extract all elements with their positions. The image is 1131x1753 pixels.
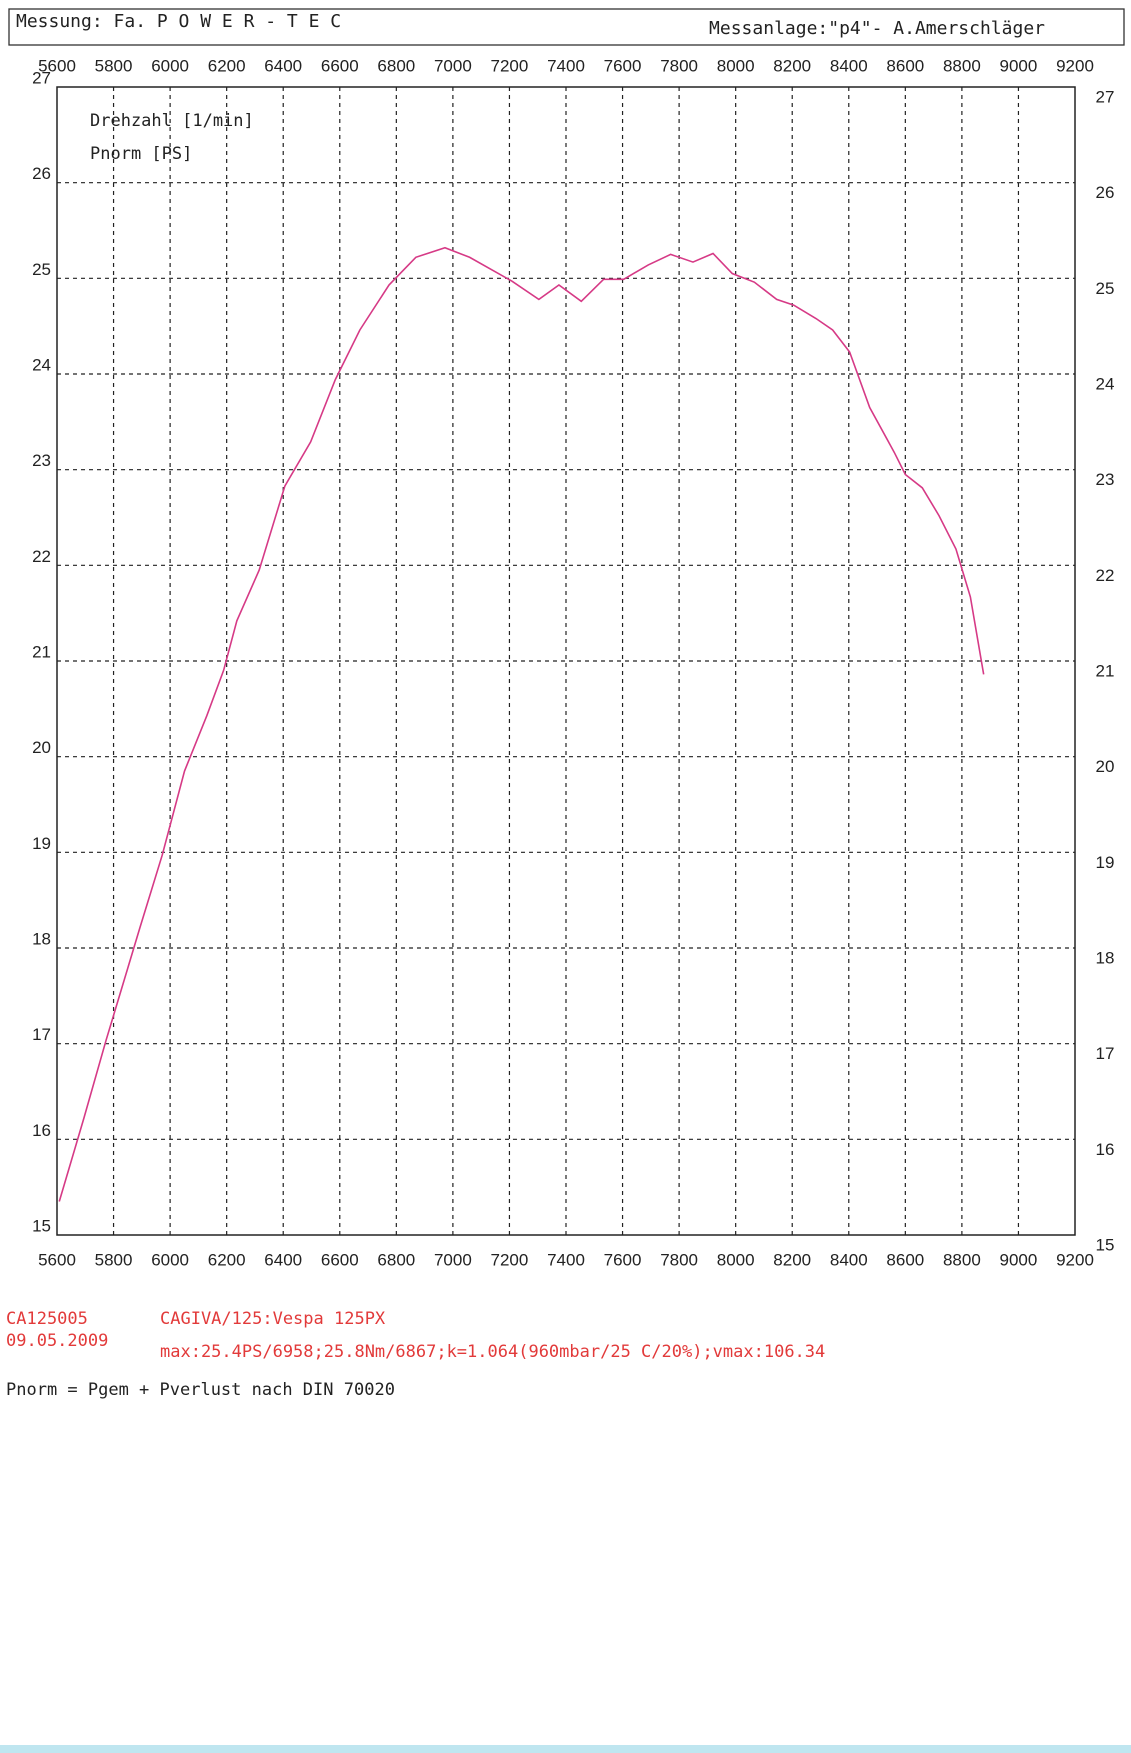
y2-tick-label: 20 xyxy=(1096,757,1115,776)
x-tick-label-top: 6600 xyxy=(321,56,359,75)
x-tick-label-top: 5600 xyxy=(38,56,76,75)
x-tick-label: 7800 xyxy=(660,1250,698,1269)
y-tick-label: 24 xyxy=(32,355,51,374)
x-tick-label: 5600 xyxy=(38,1250,76,1269)
x-tick-label-top: 6400 xyxy=(264,56,302,75)
x-tick-label-top: 8000 xyxy=(717,56,755,75)
y2-tick-label: 21 xyxy=(1096,661,1115,680)
x-tick-label: 6200 xyxy=(208,1250,246,1269)
y-tick-label: 17 xyxy=(32,1025,51,1044)
x-tick-label-top: 7800 xyxy=(660,56,698,75)
power-line xyxy=(58,246,985,1202)
x-tick-label: 6400 xyxy=(264,1250,302,1269)
x-tick-label: 8800 xyxy=(943,1250,981,1269)
footer-date: 09.05.2009 xyxy=(6,1331,108,1351)
x-tick-label: 7400 xyxy=(547,1250,585,1269)
footer-max: max:25.4PS/6958;25.8Nm/6867;k=1.064(960m… xyxy=(160,1342,825,1362)
x-tick-label: 5800 xyxy=(95,1250,133,1269)
x-tick-label-top: 7200 xyxy=(491,56,529,75)
x-tick-label-top: 5800 xyxy=(95,56,133,75)
footer-vehicle: CAGIVA/125:Vespa 125PX xyxy=(160,1309,386,1329)
x-tick-label-top: 6800 xyxy=(377,56,415,75)
x-tick-label-top: 7400 xyxy=(547,56,585,75)
x-tick-label: 7200 xyxy=(491,1250,529,1269)
y2-tick-label: 17 xyxy=(1096,1044,1115,1063)
y-tick-label: 23 xyxy=(32,451,51,470)
y2-tick-label: 18 xyxy=(1096,948,1115,967)
x-tick-label: 7600 xyxy=(604,1250,642,1269)
x-tick-label-top: 6200 xyxy=(208,56,246,75)
x-tick-label: 7000 xyxy=(434,1250,472,1269)
x-tick-label-top: 7600 xyxy=(604,56,642,75)
y-tick-label: 25 xyxy=(32,260,51,279)
x-tick-label-top: 8400 xyxy=(830,56,868,75)
x-tick-label: 8200 xyxy=(773,1250,811,1269)
scan-edge xyxy=(0,1745,1131,1753)
y-tick-label: 26 xyxy=(32,164,51,183)
x-tick-label-top: 9000 xyxy=(1000,56,1038,75)
footer-note: Pnorm = Pgem + Pverlust nach DIN 70020 xyxy=(6,1380,395,1400)
header-box xyxy=(8,8,1125,46)
y2-tick-label: 19 xyxy=(1096,853,1115,872)
x-tick-label: 9000 xyxy=(1000,1250,1038,1269)
footer-id: CA125005 xyxy=(6,1309,88,1329)
y2-tick-label: 25 xyxy=(1096,279,1115,298)
x-tick-label-top: 7000 xyxy=(434,56,472,75)
x-tick-label-top: 8200 xyxy=(773,56,811,75)
y2-tick-label: 22 xyxy=(1096,566,1115,585)
y-axis-label: Pnorm [PS] xyxy=(90,144,192,164)
x-tick-label: 8400 xyxy=(830,1250,868,1269)
x-tick-label: 8600 xyxy=(886,1250,924,1269)
y-tick-label: 20 xyxy=(32,738,51,757)
x-tick-label: 9200 xyxy=(1056,1250,1094,1269)
y-tick-label: 18 xyxy=(32,929,51,948)
y2-tick-label: 26 xyxy=(1096,183,1115,202)
x-tick-label: 6000 xyxy=(151,1250,189,1269)
y2-tick-label: 23 xyxy=(1096,470,1115,489)
x-tick-label: 6600 xyxy=(321,1250,359,1269)
y-tick-label: 21 xyxy=(32,642,51,661)
x-tick-label-top: 9200 xyxy=(1056,56,1094,75)
x-tick-label: 6800 xyxy=(377,1250,415,1269)
y-tick-label: 16 xyxy=(32,1121,51,1140)
y2-tick-label: 24 xyxy=(1096,374,1115,393)
x-tick-label-top: 8800 xyxy=(943,56,981,75)
y-tick-label: 19 xyxy=(32,834,51,853)
y-tick-label: 15 xyxy=(32,1216,51,1235)
header-left: Messung: Fa. P O W E R - T E C xyxy=(16,11,341,32)
x-tick-label-top: 6000 xyxy=(151,56,189,75)
y-tick-label: 27 xyxy=(32,68,51,87)
y2-tick-label: 16 xyxy=(1096,1140,1115,1159)
x-axis-label: Drehzahl [1/min] xyxy=(90,111,254,131)
y2-tick-label: 27 xyxy=(1096,87,1115,106)
y-tick-label: 22 xyxy=(32,547,51,566)
x-tick-label-top: 8600 xyxy=(886,56,924,75)
x-tick-label: 8000 xyxy=(717,1250,755,1269)
header-right: Messanlage:"p4"- A.Amerschläger xyxy=(709,18,1045,39)
y2-tick-label: 15 xyxy=(1096,1235,1115,1254)
